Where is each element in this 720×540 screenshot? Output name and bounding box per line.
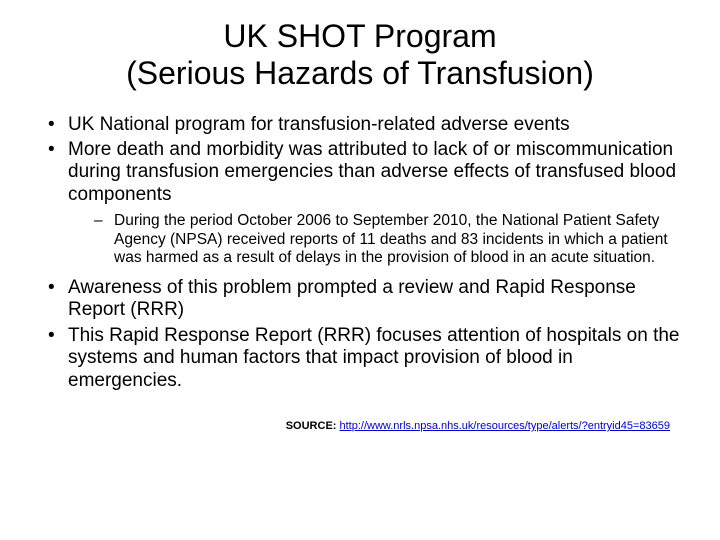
slide-title: UK SHOT Program(Serious Hazards of Trans… — [40, 18, 680, 92]
source-line: SOURCE: http://www.nrls.npsa.nhs.uk/reso… — [40, 420, 680, 432]
source-label: SOURCE: — [286, 420, 340, 432]
bullet-list: UK National program for transfusion-rela… — [40, 114, 680, 393]
list-item: This Rapid Response Report (RRR) focuses… — [40, 325, 680, 392]
list-item: UK National program for transfusion-rela… — [40, 114, 680, 136]
bullet-text: More death and morbidity was attributed … — [68, 139, 676, 205]
list-item: Awareness of this problem prompted a rev… — [40, 277, 680, 322]
sub-bullet-list: During the period October 2006 to Septem… — [68, 212, 680, 267]
list-item: More death and morbidity was attributed … — [40, 139, 680, 267]
sub-list-item: During the period October 2006 to Septem… — [94, 212, 680, 267]
source-link[interactable]: http://www.nrls.npsa.nhs.uk/resources/ty… — [340, 420, 671, 432]
